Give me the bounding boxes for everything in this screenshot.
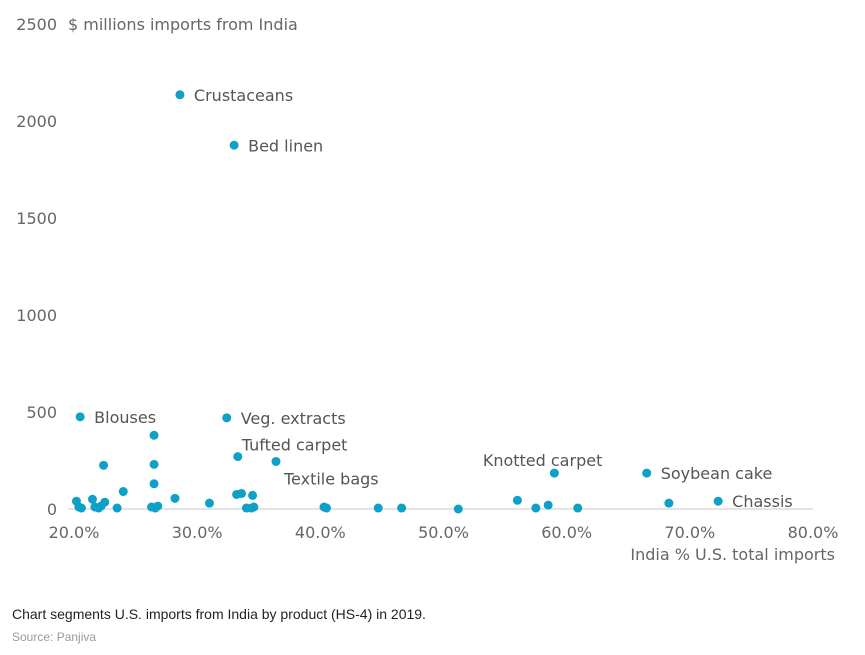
data-point <box>453 504 463 514</box>
data-point <box>75 412 85 422</box>
data-point <box>149 430 159 440</box>
x-tick-label: 40.0% <box>295 523 346 542</box>
data-point-label: Blouses <box>94 408 156 427</box>
data-point-label: Bed linen <box>248 136 323 155</box>
data-points: Crustaceans Bed linen Blouses Veg. extracts… <box>71 86 793 514</box>
y-tick-label: 2500 <box>16 15 57 34</box>
scatter-chart: 0 500 1000 1500 2000 2500 20.0% 30.0% 40.0% 50.0… <box>16 15 839 564</box>
data-point <box>397 503 407 513</box>
data-point <box>249 502 259 512</box>
x-tick-label: 60.0% <box>541 523 592 542</box>
data-point <box>204 498 214 508</box>
data-point-label: Chassis <box>732 492 793 511</box>
x-tick-label: 30.0% <box>172 523 223 542</box>
x-tick-label: 70.0% <box>664 523 715 542</box>
data-point <box>153 501 163 511</box>
data-point <box>248 490 258 500</box>
data-point-label: Knotted carpet <box>483 451 603 470</box>
data-point-label: Soybean cake <box>661 464 773 483</box>
data-point <box>271 456 281 466</box>
data-point <box>229 140 239 150</box>
data-point <box>573 503 583 513</box>
y-axis-title: $ millions imports from India <box>68 15 298 34</box>
data-point <box>531 503 541 513</box>
y-tick-label: 500 <box>26 403 57 422</box>
data-point <box>664 498 674 508</box>
y-tick-label: 0 <box>47 500 57 519</box>
data-point <box>149 459 159 469</box>
y-axis: 0 500 1000 1500 2000 2500 <box>16 15 57 519</box>
data-point <box>233 452 243 462</box>
data-point-label: Crustaceans <box>194 86 293 105</box>
data-point-label: Tufted carpet <box>241 436 348 455</box>
y-tick-label: 2000 <box>16 112 57 131</box>
data-point <box>99 460 109 470</box>
chart-caption: Chart segments U.S. imports from India b… <box>12 606 426 622</box>
data-point <box>321 503 331 513</box>
data-point <box>87 494 97 504</box>
data-point <box>713 496 723 506</box>
data-point <box>373 503 383 513</box>
data-point-label: Veg. extracts <box>241 409 346 428</box>
data-point <box>100 497 110 507</box>
x-axis: 20.0% 30.0% 40.0% 50.0% 60.0% 70.0% 80.0% <box>49 523 839 542</box>
data-point <box>543 500 553 510</box>
data-point <box>512 495 522 505</box>
data-point <box>222 413 232 423</box>
data-point <box>118 487 128 497</box>
data-point <box>76 503 86 513</box>
data-point <box>237 488 247 498</box>
chart-source: Source: Panjiva <box>12 630 97 644</box>
data-point <box>549 468 559 478</box>
data-point-label: Textile bags <box>283 469 379 488</box>
data-point <box>112 503 122 513</box>
data-point <box>175 90 185 100</box>
x-tick-label: 50.0% <box>418 523 469 542</box>
data-point <box>170 493 180 503</box>
x-tick-label: 80.0% <box>788 523 839 542</box>
data-point <box>642 468 652 478</box>
y-tick-label: 1500 <box>16 209 57 228</box>
x-axis-title: India % U.S. total imports <box>630 545 835 564</box>
x-tick-label: 20.0% <box>49 523 100 542</box>
data-point <box>149 479 159 489</box>
y-tick-label: 1000 <box>16 306 57 325</box>
